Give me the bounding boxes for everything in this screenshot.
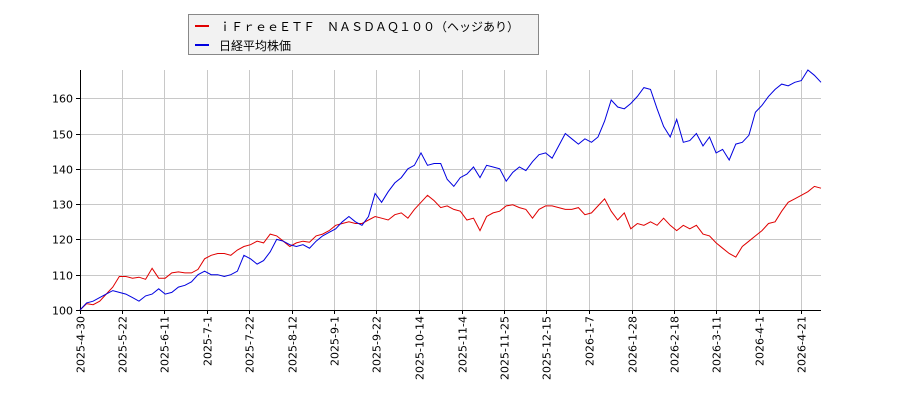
x-tick-label: 2025-5-22	[117, 316, 130, 373]
y-tick-label: 140	[52, 164, 73, 177]
legend-label: ｉＦｒｅｅＥＴＦ ＮＡＳＤＡＱ１００（ヘッジあり）	[219, 19, 520, 34]
grid-lines	[80, 70, 821, 310]
series-line	[79, 185, 822, 311]
y-tick-label: 150	[52, 129, 73, 142]
blue-line-swatch-icon	[195, 44, 209, 46]
x-tick-label: 2026-1-7	[584, 316, 597, 366]
y-tick-label: 130	[52, 199, 73, 212]
x-tick-label: 2026-4-21	[796, 316, 809, 373]
x-tick-label: 2025-4-30	[75, 316, 88, 373]
x-tick-label: 2025-7-22	[244, 316, 257, 373]
x-tick-label: 2025-12-15	[541, 316, 554, 380]
x-tick-label: 2025-8-12	[287, 316, 300, 373]
y-tick-label: 120	[52, 234, 73, 247]
x-tick-label: 2025-7-1	[202, 316, 215, 366]
legend: ｉＦｒｅｅＥＴＦ ＮＡＳＤＡＱ１００（ヘッジあり） 日経平均株価	[188, 14, 539, 55]
x-tick-label: 2025-6-11	[159, 316, 172, 373]
x-tick-label: 2025-11-25	[499, 316, 512, 380]
series-line	[79, 69, 822, 311]
x-axis: 2025-4-30 2025-5-22 2025-6-11 2025-7-1 2025-…	[75, 310, 821, 380]
x-tick-label: 2025-11-4	[457, 316, 470, 373]
legend-item-nikkei: 日経平均株価	[195, 36, 291, 54]
x-tick-label: 2026-1-28	[627, 316, 640, 373]
x-tick-label: 2025-10-14	[414, 316, 427, 380]
data-lines	[79, 69, 822, 311]
y-tick-label: 100	[52, 305, 73, 318]
legend-label: 日経平均株価	[219, 38, 292, 53]
y-tick-label: 160	[52, 93, 73, 106]
legend-item-nasdaq100: ｉＦｒｅｅＥＴＦ ＮＡＳＤＡＱ１００（ヘッジあり）	[195, 17, 519, 35]
y-axis: 100 110 120 130 140 150 160	[52, 70, 81, 318]
x-tick-label: 2026-3-11	[711, 316, 724, 373]
x-tick-label: 2025-9-22	[371, 316, 384, 373]
red-line-swatch-icon	[195, 25, 209, 27]
y-tick-label: 110	[52, 270, 73, 283]
x-tick-label: 2026-2-18	[669, 316, 682, 373]
x-tick-label: 2025-9-1	[329, 316, 342, 366]
x-tick-label: 2026-4-1	[754, 316, 767, 366]
